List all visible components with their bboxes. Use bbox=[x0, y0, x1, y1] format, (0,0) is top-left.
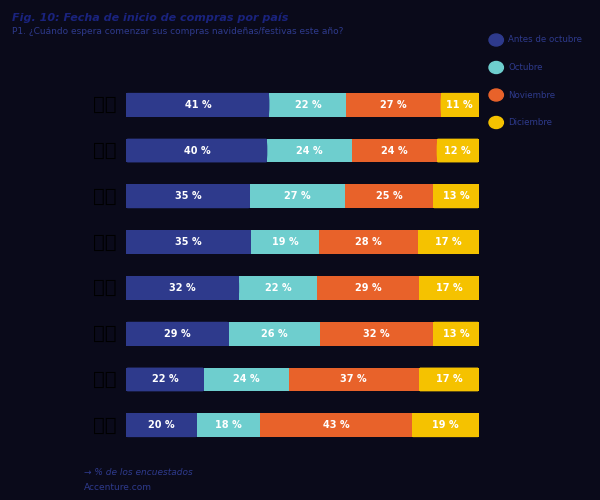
FancyBboxPatch shape bbox=[437, 138, 479, 162]
Text: 🇬🇧: 🇬🇧 bbox=[94, 141, 117, 160]
Text: 17 %: 17 % bbox=[436, 374, 462, 384]
Bar bbox=[433, 322, 479, 345]
FancyBboxPatch shape bbox=[433, 322, 479, 345]
FancyBboxPatch shape bbox=[419, 276, 479, 300]
Text: 🇮🇹: 🇮🇹 bbox=[94, 370, 117, 389]
FancyBboxPatch shape bbox=[127, 93, 269, 116]
Text: 19 %: 19 % bbox=[432, 420, 459, 430]
Bar bbox=[346, 93, 440, 116]
Text: 🇪🇸: 🇪🇸 bbox=[94, 416, 117, 434]
Bar bbox=[419, 276, 479, 300]
Text: 35 %: 35 % bbox=[175, 192, 202, 202]
Bar bbox=[320, 322, 433, 345]
Text: 29 %: 29 % bbox=[164, 328, 191, 338]
Bar bbox=[268, 138, 352, 162]
Bar bbox=[239, 276, 317, 300]
Bar bbox=[127, 230, 251, 254]
Text: 17 %: 17 % bbox=[436, 283, 462, 293]
Text: 40 %: 40 % bbox=[184, 146, 210, 156]
Text: → % de los encuestados: → % de los encuestados bbox=[84, 468, 193, 477]
FancyBboxPatch shape bbox=[127, 184, 250, 208]
Bar bbox=[127, 414, 197, 437]
Text: 29 %: 29 % bbox=[355, 283, 381, 293]
Bar bbox=[437, 138, 479, 162]
Text: 28 %: 28 % bbox=[355, 237, 382, 247]
Bar bbox=[352, 138, 437, 162]
FancyBboxPatch shape bbox=[433, 184, 479, 208]
FancyBboxPatch shape bbox=[127, 322, 229, 345]
Bar bbox=[204, 368, 289, 392]
Text: 22 %: 22 % bbox=[265, 283, 291, 293]
Bar bbox=[433, 184, 479, 208]
Text: 25 %: 25 % bbox=[376, 192, 403, 202]
Bar bbox=[412, 414, 479, 437]
Bar bbox=[419, 368, 479, 392]
Text: 🇨🇦: 🇨🇦 bbox=[94, 278, 117, 297]
Text: Fig. 10: Fecha de inicio de compras por país: Fig. 10: Fecha de inicio de compras por … bbox=[12, 12, 289, 23]
Bar bbox=[127, 93, 269, 116]
Bar bbox=[317, 276, 419, 300]
FancyBboxPatch shape bbox=[127, 230, 251, 254]
Text: 🇫🇷: 🇫🇷 bbox=[94, 187, 117, 206]
Text: 32 %: 32 % bbox=[169, 283, 196, 293]
Text: 22 %: 22 % bbox=[295, 100, 321, 110]
Text: 13 %: 13 % bbox=[443, 192, 469, 202]
Text: 🇺🇸: 🇺🇸 bbox=[94, 96, 117, 114]
Bar bbox=[127, 276, 239, 300]
Text: 27 %: 27 % bbox=[284, 192, 311, 202]
Bar bbox=[229, 322, 320, 345]
Text: 12 %: 12 % bbox=[445, 146, 471, 156]
Bar bbox=[289, 368, 419, 392]
FancyBboxPatch shape bbox=[419, 368, 479, 392]
Bar bbox=[250, 184, 345, 208]
Bar bbox=[127, 184, 250, 208]
Text: Antes de octubre: Antes de octubre bbox=[508, 36, 582, 44]
Text: 41 %: 41 % bbox=[185, 100, 211, 110]
Text: Accenture.com: Accenture.com bbox=[84, 483, 152, 492]
FancyBboxPatch shape bbox=[412, 414, 479, 437]
Text: 11 %: 11 % bbox=[446, 100, 473, 110]
Bar bbox=[345, 184, 433, 208]
Text: 🇦🇺: 🇦🇺 bbox=[94, 232, 117, 252]
Bar bbox=[127, 138, 268, 162]
Text: 18 %: 18 % bbox=[215, 420, 242, 430]
Bar bbox=[319, 230, 418, 254]
FancyBboxPatch shape bbox=[127, 368, 204, 392]
Text: 19 %: 19 % bbox=[272, 237, 298, 247]
Bar bbox=[440, 93, 479, 116]
Bar bbox=[127, 322, 229, 345]
Text: 26 %: 26 % bbox=[261, 328, 288, 338]
FancyBboxPatch shape bbox=[127, 414, 197, 437]
Text: 24 %: 24 % bbox=[296, 146, 323, 156]
Text: 27 %: 27 % bbox=[380, 100, 407, 110]
Text: Noviembre: Noviembre bbox=[508, 90, 556, 100]
Text: Diciembre: Diciembre bbox=[508, 118, 552, 127]
FancyBboxPatch shape bbox=[127, 138, 268, 162]
Text: 13 %: 13 % bbox=[443, 328, 469, 338]
Text: 37 %: 37 % bbox=[340, 374, 367, 384]
Text: 35 %: 35 % bbox=[175, 237, 202, 247]
Text: 17 %: 17 % bbox=[436, 237, 462, 247]
Text: 24 %: 24 % bbox=[233, 374, 260, 384]
Text: 32 %: 32 % bbox=[364, 328, 390, 338]
Text: P1. ¿Cuándo espera comenzar sus compras navideñas/festivas este año?: P1. ¿Cuándo espera comenzar sus compras … bbox=[12, 28, 343, 36]
Bar bbox=[269, 93, 346, 116]
Text: 24 %: 24 % bbox=[381, 146, 407, 156]
FancyBboxPatch shape bbox=[440, 93, 479, 116]
Bar bbox=[251, 230, 319, 254]
Bar bbox=[197, 414, 260, 437]
Bar bbox=[260, 414, 412, 437]
Text: 43 %: 43 % bbox=[323, 420, 349, 430]
Text: Octubre: Octubre bbox=[508, 63, 543, 72]
Text: 🇩🇪: 🇩🇪 bbox=[94, 324, 117, 343]
Bar bbox=[127, 368, 204, 392]
FancyBboxPatch shape bbox=[418, 230, 479, 254]
FancyBboxPatch shape bbox=[127, 276, 239, 300]
Text: 22 %: 22 % bbox=[152, 374, 178, 384]
Text: 20 %: 20 % bbox=[148, 420, 175, 430]
Bar bbox=[418, 230, 479, 254]
